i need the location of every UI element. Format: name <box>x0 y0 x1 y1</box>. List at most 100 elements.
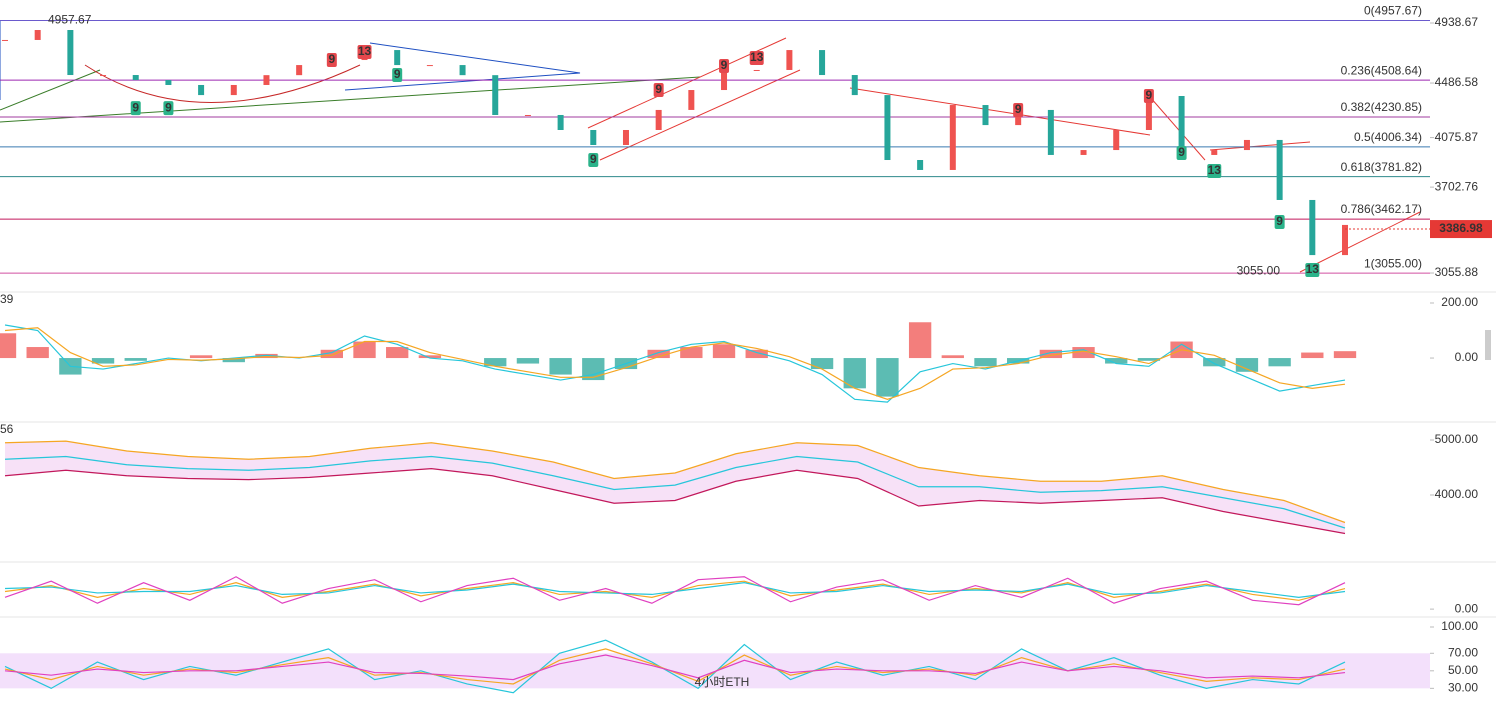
fib-label: 0.5(4006.34) <box>1354 130 1422 144</box>
indicator-line <box>4 582 1346 598</box>
candle <box>492 75 499 115</box>
td-marker <box>588 153 599 168</box>
macd-bar <box>124 358 147 361</box>
indicator-line <box>4 327 1346 400</box>
y-tick-label: 30.00 <box>1448 681 1478 695</box>
td-marker-label: 13 <box>1306 262 1320 276</box>
indicator-value: 39 <box>0 292 14 306</box>
indicator-line <box>4 654 1346 681</box>
y-tick-label: 100.00 <box>1441 619 1478 633</box>
channel <box>1209 141 1311 151</box>
td-marker <box>392 68 403 83</box>
y-tick-label: 3055.88 <box>1435 265 1479 279</box>
indicator-line <box>4 648 1346 685</box>
candle <box>100 75 107 77</box>
macd-bar <box>91 358 115 364</box>
indicator-line <box>4 455 1346 529</box>
macd-bar <box>1072 347 1095 359</box>
td-marker-label: 9 <box>1276 214 1283 228</box>
candle <box>263 75 270 85</box>
macd-bar <box>516 358 540 364</box>
candle <box>557 114 564 130</box>
watermark: 4小时ETH <box>695 675 750 689</box>
trend-line <box>1299 211 1421 273</box>
indicator-line <box>4 440 1346 524</box>
candle <box>132 75 139 81</box>
macd-bar <box>189 355 213 359</box>
indicator-line <box>4 576 1346 606</box>
candle <box>1178 96 1185 155</box>
candle <box>198 84 205 96</box>
y-tick-label: 4938.67 <box>1435 15 1479 29</box>
td-marker <box>749 51 764 66</box>
channel <box>599 69 801 161</box>
macd-bar <box>1268 358 1291 367</box>
macd-bar <box>680 347 703 359</box>
macd-bar <box>320 349 343 359</box>
macd-bar <box>1203 358 1226 367</box>
y-tick-label: 3702.76 <box>1435 179 1479 193</box>
candle <box>394 50 401 66</box>
td-marker-label: 9 <box>655 82 662 96</box>
indicator-value: 56 <box>0 422 14 436</box>
td-marker-label: 9 <box>590 152 597 166</box>
td-marker-label: 13 <box>358 44 372 58</box>
td-marker-label: 9 <box>394 67 401 81</box>
candle <box>1145 96 1152 130</box>
td-marker <box>163 101 174 116</box>
macd-bar <box>222 358 245 363</box>
macd-bar <box>908 322 932 359</box>
trend-line <box>1149 96 1206 161</box>
macd-bar <box>712 344 736 359</box>
candle <box>1243 139 1250 151</box>
candle <box>982 105 989 126</box>
macd-bar <box>484 358 507 367</box>
candle <box>165 80 172 85</box>
y-tick-label: 4075.87 <box>1435 130 1479 144</box>
macd-bar <box>582 358 605 381</box>
indicator-line <box>4 324 1346 403</box>
y-tick-label: 0.00 <box>1455 601 1479 615</box>
trend-lines <box>0 20 1421 273</box>
macd-bar <box>1235 358 1259 372</box>
fib-label: 0.236(4508.64) <box>1341 63 1422 77</box>
macd-bar <box>1137 358 1161 361</box>
candle <box>917 160 924 170</box>
candle <box>1309 199 1316 256</box>
indicator-line <box>4 639 1346 694</box>
trend-line <box>0 76 701 123</box>
y-tick-label: 5000.00 <box>1435 432 1479 446</box>
td-marker <box>1013 102 1024 117</box>
candle <box>688 90 695 110</box>
high-label: 4957.67 <box>48 13 92 27</box>
td-marker <box>1305 262 1320 277</box>
last-price-tag <box>1430 220 1492 239</box>
macd-bar <box>386 347 409 359</box>
macd-bar <box>843 358 866 389</box>
td-marker-label: 9 <box>132 100 139 114</box>
td-marker <box>326 53 337 68</box>
macd-bar <box>745 349 768 359</box>
candle <box>949 105 956 170</box>
trend-line <box>0 69 101 111</box>
trend-line <box>849 87 1151 136</box>
td-marker <box>1176 145 1187 160</box>
fib-label: 0(4957.67) <box>1364 4 1422 18</box>
y-tick-label: 200.00 <box>1441 295 1478 309</box>
candle <box>1211 150 1218 155</box>
td-marker-label: 9 <box>1146 88 1153 102</box>
macd-bar <box>418 355 442 359</box>
macd-bar <box>549 358 572 375</box>
td-marker-label: 13 <box>750 50 764 64</box>
fib-label: 0.382(4230.85) <box>1341 100 1422 114</box>
td-marker-label: 9 <box>1178 145 1185 159</box>
candle <box>459 65 466 76</box>
fib-label: 0.618(3781.82) <box>1341 160 1422 174</box>
td-marker <box>719 58 730 73</box>
arc <box>84 64 361 103</box>
candle <box>34 30 41 40</box>
td-marker <box>1207 164 1222 179</box>
candle <box>1342 224 1348 256</box>
y-tick-label: 70.00 <box>1448 645 1478 659</box>
